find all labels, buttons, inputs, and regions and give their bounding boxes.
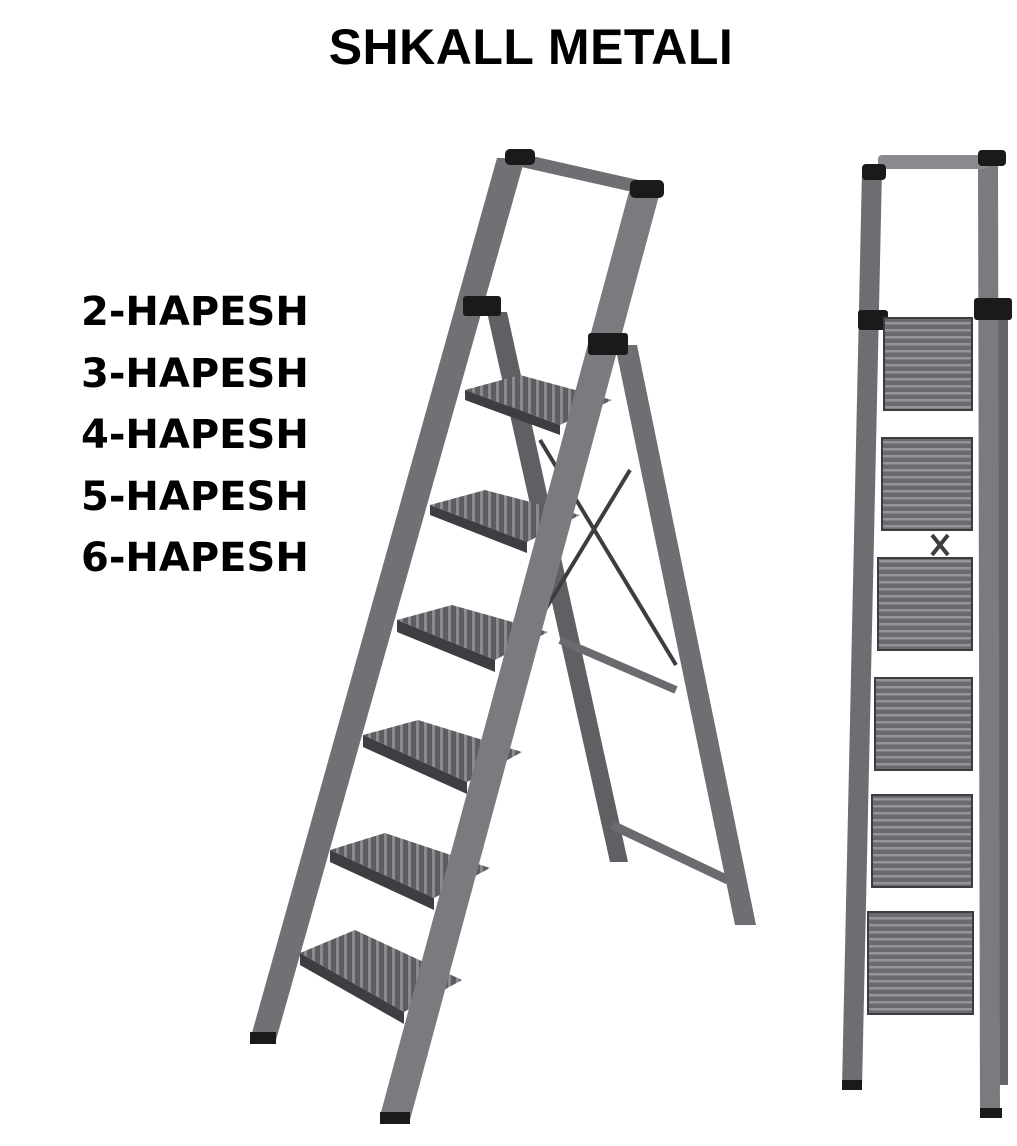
foot-cap (250, 1032, 276, 1044)
folded-step (877, 557, 973, 651)
step-options-list: 2-HAPESH 3-HAPESH 4-HAPESH 5-HAPESH 6-HA… (81, 282, 309, 590)
option-3-steps: 3-HAPESH (81, 350, 309, 397)
handle-cap (862, 164, 886, 180)
handle-cap (630, 180, 664, 198)
option-2-steps: 2-HAPESH (81, 289, 309, 335)
hinge (974, 298, 1012, 320)
rear-brace-bottom (610, 820, 730, 885)
open-ladder-image (250, 149, 756, 1124)
folded-step (874, 677, 973, 771)
side-rail-right (978, 160, 1000, 1115)
folded-step (883, 317, 973, 411)
option-6-steps: 6-HAPESH (81, 535, 309, 581)
hinge (463, 296, 501, 316)
handle-cap (505, 149, 535, 165)
front-rail-right (380, 188, 660, 1120)
top-handle (513, 153, 647, 194)
cross-brace-b (543, 468, 632, 612)
option-4-steps: 4-HAPESH (81, 412, 309, 458)
folded-ladder-image (842, 150, 1012, 1118)
hinge (588, 333, 628, 355)
foot-cap (980, 1108, 1002, 1118)
folded-step (881, 437, 973, 531)
cross-brace (930, 533, 950, 557)
rear-brace-mid (558, 636, 678, 694)
foot-cap (380, 1112, 410, 1124)
folded-step (867, 911, 974, 1015)
top-handle (878, 155, 988, 169)
side-rail-left (842, 170, 882, 1088)
hinge (858, 310, 888, 330)
rear-leg-right (615, 345, 756, 925)
page-title: SHKALL METALI (328, 19, 734, 75)
handle-cap (978, 150, 1006, 166)
foot-cap (842, 1080, 862, 1090)
front-rail-left (250, 158, 525, 1040)
folded-step (871, 794, 973, 888)
option-5-steps: 5-HAPESH (81, 473, 309, 520)
